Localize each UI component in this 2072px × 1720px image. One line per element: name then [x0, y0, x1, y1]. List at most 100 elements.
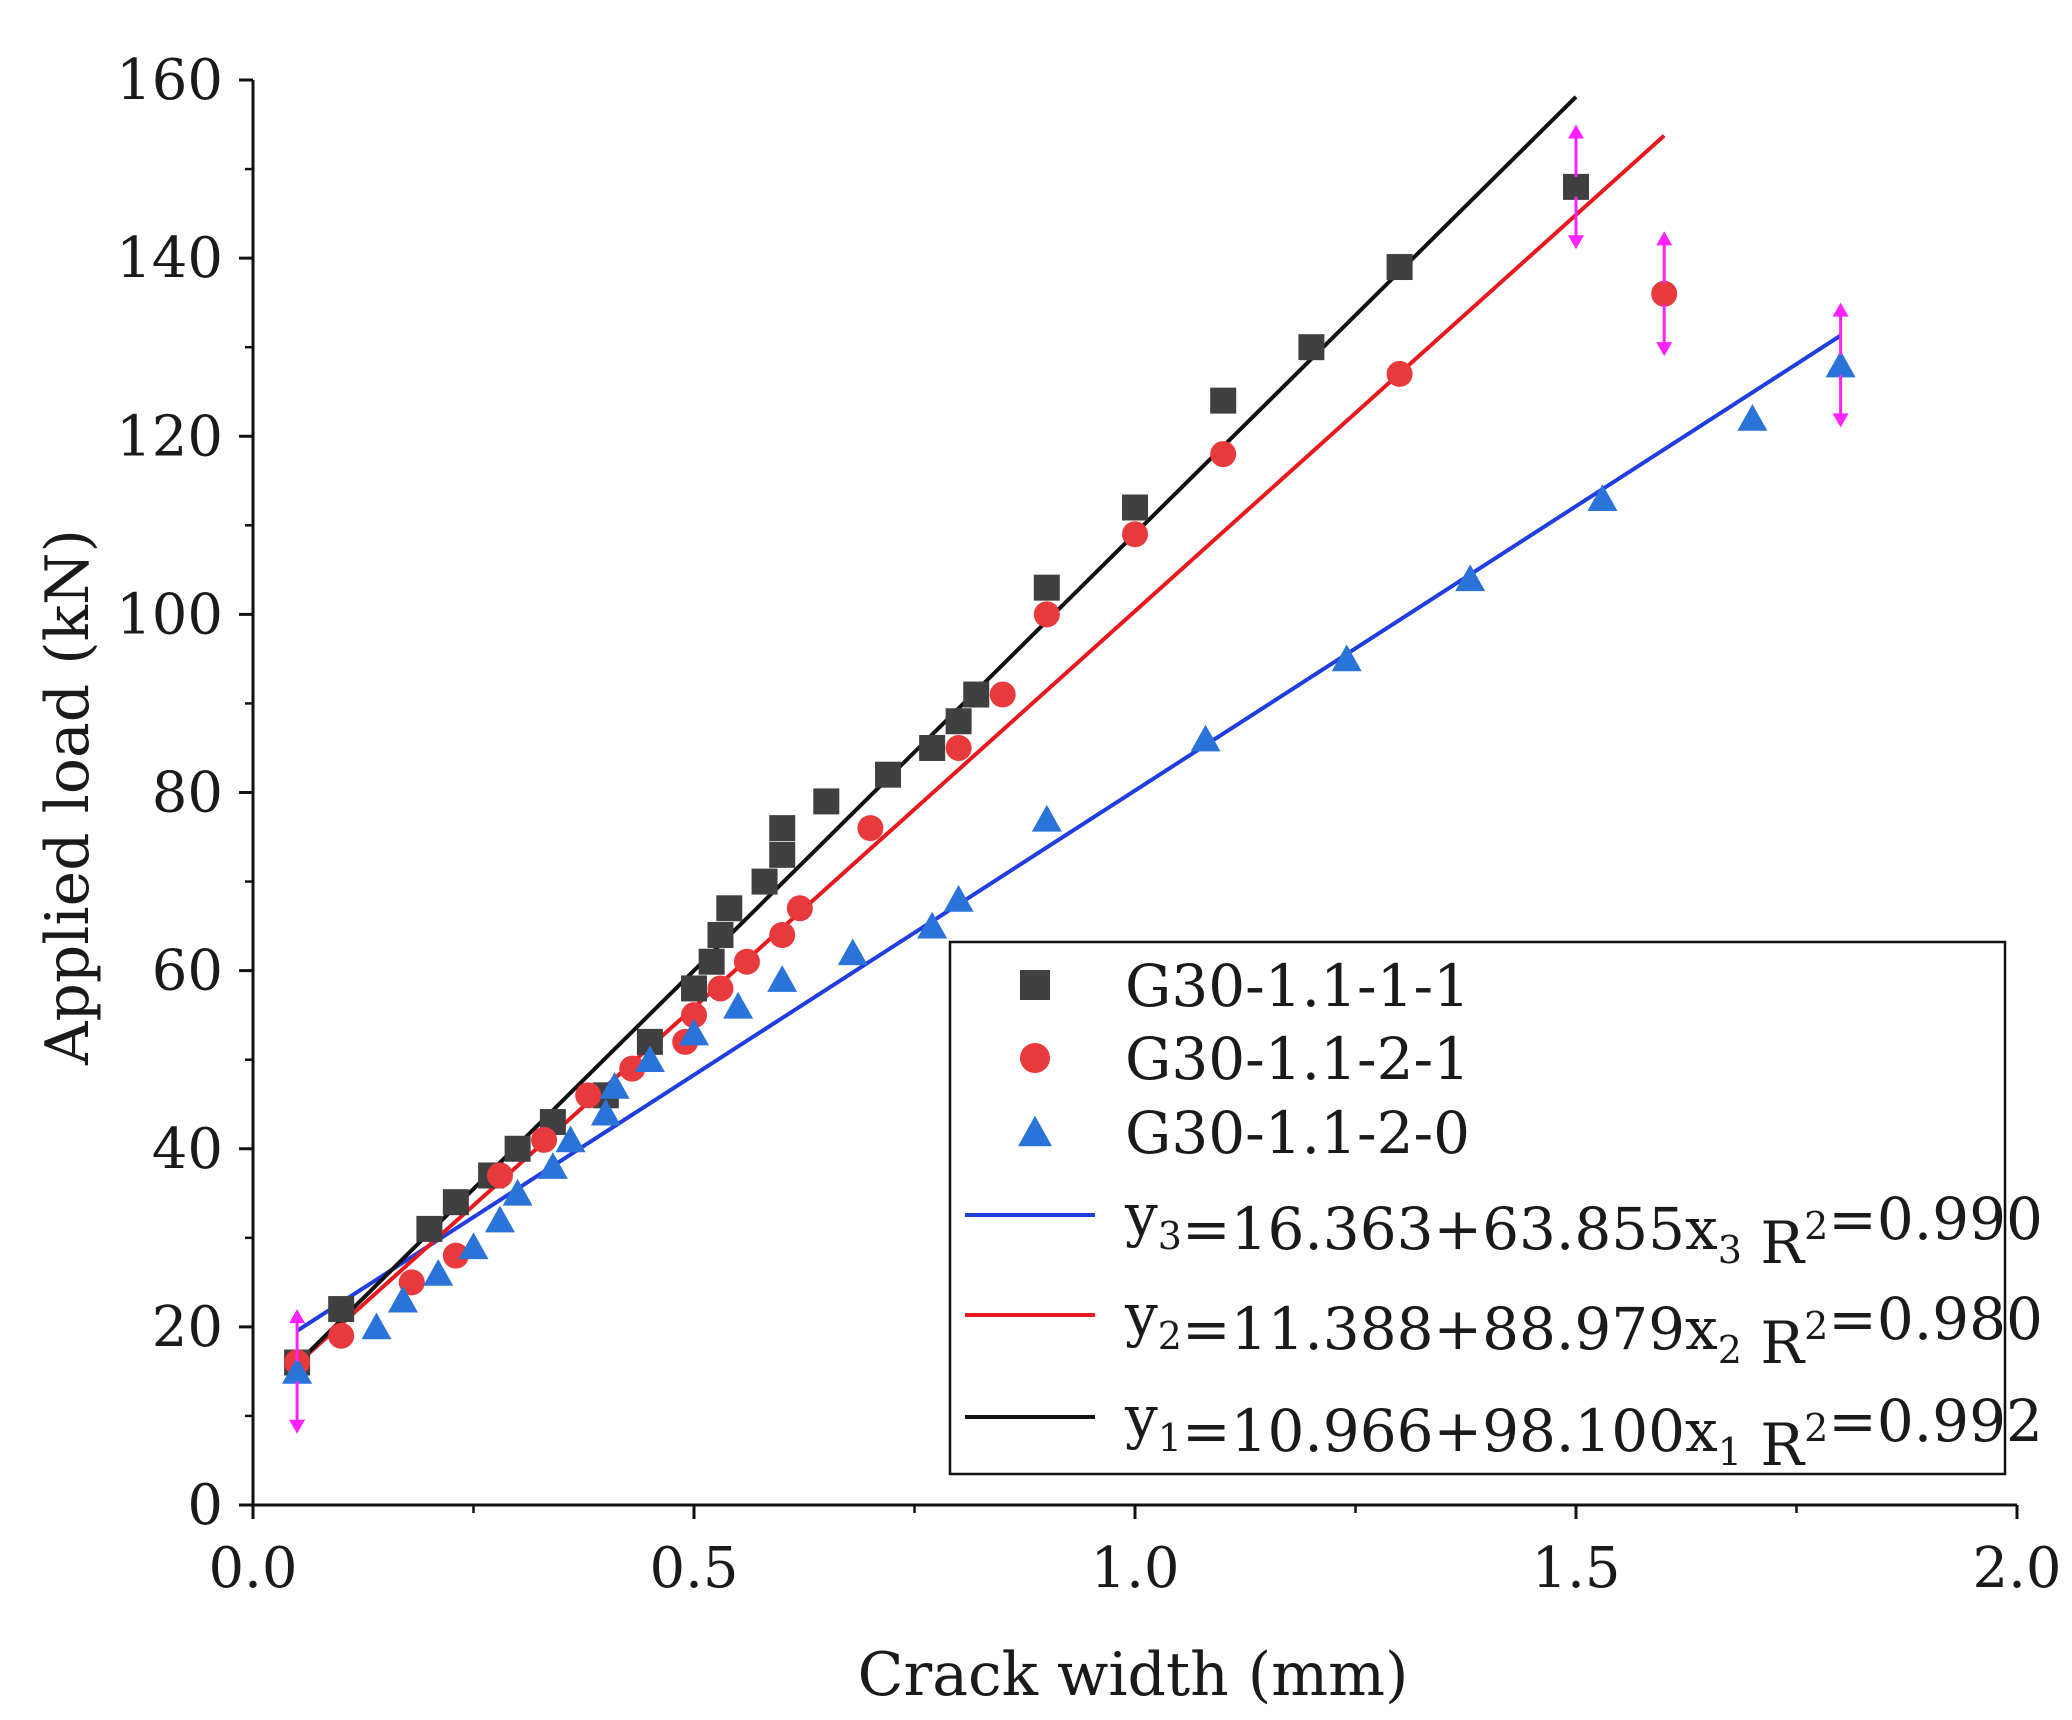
data-point	[1825, 350, 1856, 378]
data-point	[963, 681, 990, 708]
data-point	[1651, 280, 1678, 307]
data-point	[723, 991, 754, 1019]
data-point	[751, 868, 778, 895]
data-point	[707, 975, 734, 1002]
error-bar	[1568, 124, 1584, 250]
data-point	[1737, 404, 1768, 431]
data-point	[1031, 804, 1062, 832]
error-bar-cap-top	[1832, 302, 1849, 317]
data-point	[1210, 387, 1237, 414]
x-axis-title: Crack width (mm)	[858, 1640, 1409, 1710]
data-point	[1386, 360, 1413, 387]
data-point	[1298, 334, 1325, 361]
data-point	[1563, 173, 1589, 200]
error-bar-cap-top	[1656, 231, 1673, 246]
data-point	[531, 1126, 558, 1153]
data-point	[328, 1322, 355, 1349]
data-point	[361, 1312, 392, 1340]
data-point	[681, 1002, 707, 1029]
data-point	[786, 895, 813, 922]
data-point	[716, 895, 743, 922]
x-tick-label: 1.0	[1090, 1536, 1179, 1601]
data-point	[423, 1259, 454, 1286]
data-point	[442, 1189, 469, 1216]
data-point	[919, 734, 946, 761]
data-point	[634, 1045, 665, 1073]
y-tick-label: 40	[152, 1117, 223, 1182]
data-point	[769, 815, 796, 842]
data-point	[555, 1125, 586, 1153]
data-point	[707, 922, 734, 948]
data-point	[945, 734, 972, 761]
data-point	[698, 948, 725, 975]
data-point	[1033, 574, 1060, 601]
legend-fit-label: y1=10.966+98.100x1 R2=0.992	[1124, 1383, 2043, 1479]
x-tick-label: 0.5	[649, 1536, 738, 1601]
data-point	[837, 938, 868, 966]
data-point	[875, 761, 902, 788]
legend-label: G30-1.1-1-1	[1125, 952, 1470, 1020]
data-point	[769, 841, 796, 868]
legend-fit-label: y3=16.363+63.855x3 R2=0.990	[1124, 1181, 2043, 1277]
axes: 0 20 40 60 80 100 120 140 160 0.0 0.5 1.0 1.5 2.0	[116, 48, 2061, 1601]
data-point	[1210, 441, 1237, 468]
legend-label: G30-1.1-2-0	[1125, 1099, 1470, 1167]
data-point	[733, 948, 760, 975]
data-point	[679, 1018, 709, 1046]
legend-marker-triangle	[1018, 1115, 1052, 1147]
error-bar-cap-top	[289, 1309, 306, 1324]
data-point	[458, 1232, 489, 1260]
data-point	[282, 1357, 313, 1384]
data-point	[917, 911, 948, 939]
y-tick-label: 60	[152, 939, 223, 1004]
x-tick-label: 1.5	[1531, 1536, 1620, 1601]
legend-fit-label: y2=11.388+88.979x2 R2=0.980	[1124, 1281, 2043, 1377]
data-point	[484, 1205, 515, 1233]
data-point	[945, 708, 972, 735]
data-point	[504, 1135, 531, 1162]
data-point	[416, 1215, 443, 1242]
data-point	[502, 1178, 533, 1206]
data-point	[537, 1152, 568, 1179]
data-point	[486, 1162, 513, 1189]
y-axis-title: Applied load (kN)	[33, 529, 103, 1066]
error-bars	[289, 124, 1849, 1434]
data-point	[575, 1082, 602, 1109]
data-point	[1331, 644, 1362, 672]
data-point	[328, 1296, 355, 1323]
error-bar-cap-top	[1568, 124, 1584, 139]
error-bar-cap-bottom	[289, 1419, 306, 1434]
data-point	[1455, 564, 1486, 592]
y-tick-label: 100	[116, 582, 223, 647]
data-point	[599, 1072, 630, 1099]
error-bar	[289, 1309, 306, 1434]
y-tick-label: 140	[116, 226, 223, 291]
x-tick-label: 0.0	[208, 1536, 297, 1601]
data-point	[1122, 494, 1148, 521]
data-point	[442, 1242, 469, 1269]
data-point	[398, 1269, 425, 1296]
data-point	[1587, 484, 1618, 511]
y-tick-label: 80	[152, 761, 223, 826]
legend-box	[948, 940, 2007, 1476]
data-point	[619, 1055, 646, 1082]
data-point	[387, 1285, 418, 1313]
data-points	[282, 173, 1856, 1384]
error-bar	[1832, 302, 1849, 428]
y-tick-label: 20	[152, 1295, 223, 1360]
legend-marker-circle	[1020, 1043, 1050, 1073]
data-point	[769, 922, 796, 948]
data-point	[989, 681, 1016, 708]
y-tick-label: 160	[116, 48, 223, 113]
data-point	[1033, 601, 1060, 628]
y-tick-label: 0	[187, 1473, 223, 1538]
error-bar	[1656, 231, 1673, 357]
x-tick-label: 2.0	[1972, 1536, 2061, 1601]
series-G30-1.1-2-0	[282, 350, 1856, 1384]
error-bar-cap-bottom	[1832, 413, 1849, 428]
data-point	[590, 1098, 621, 1126]
data-point	[943, 885, 974, 912]
